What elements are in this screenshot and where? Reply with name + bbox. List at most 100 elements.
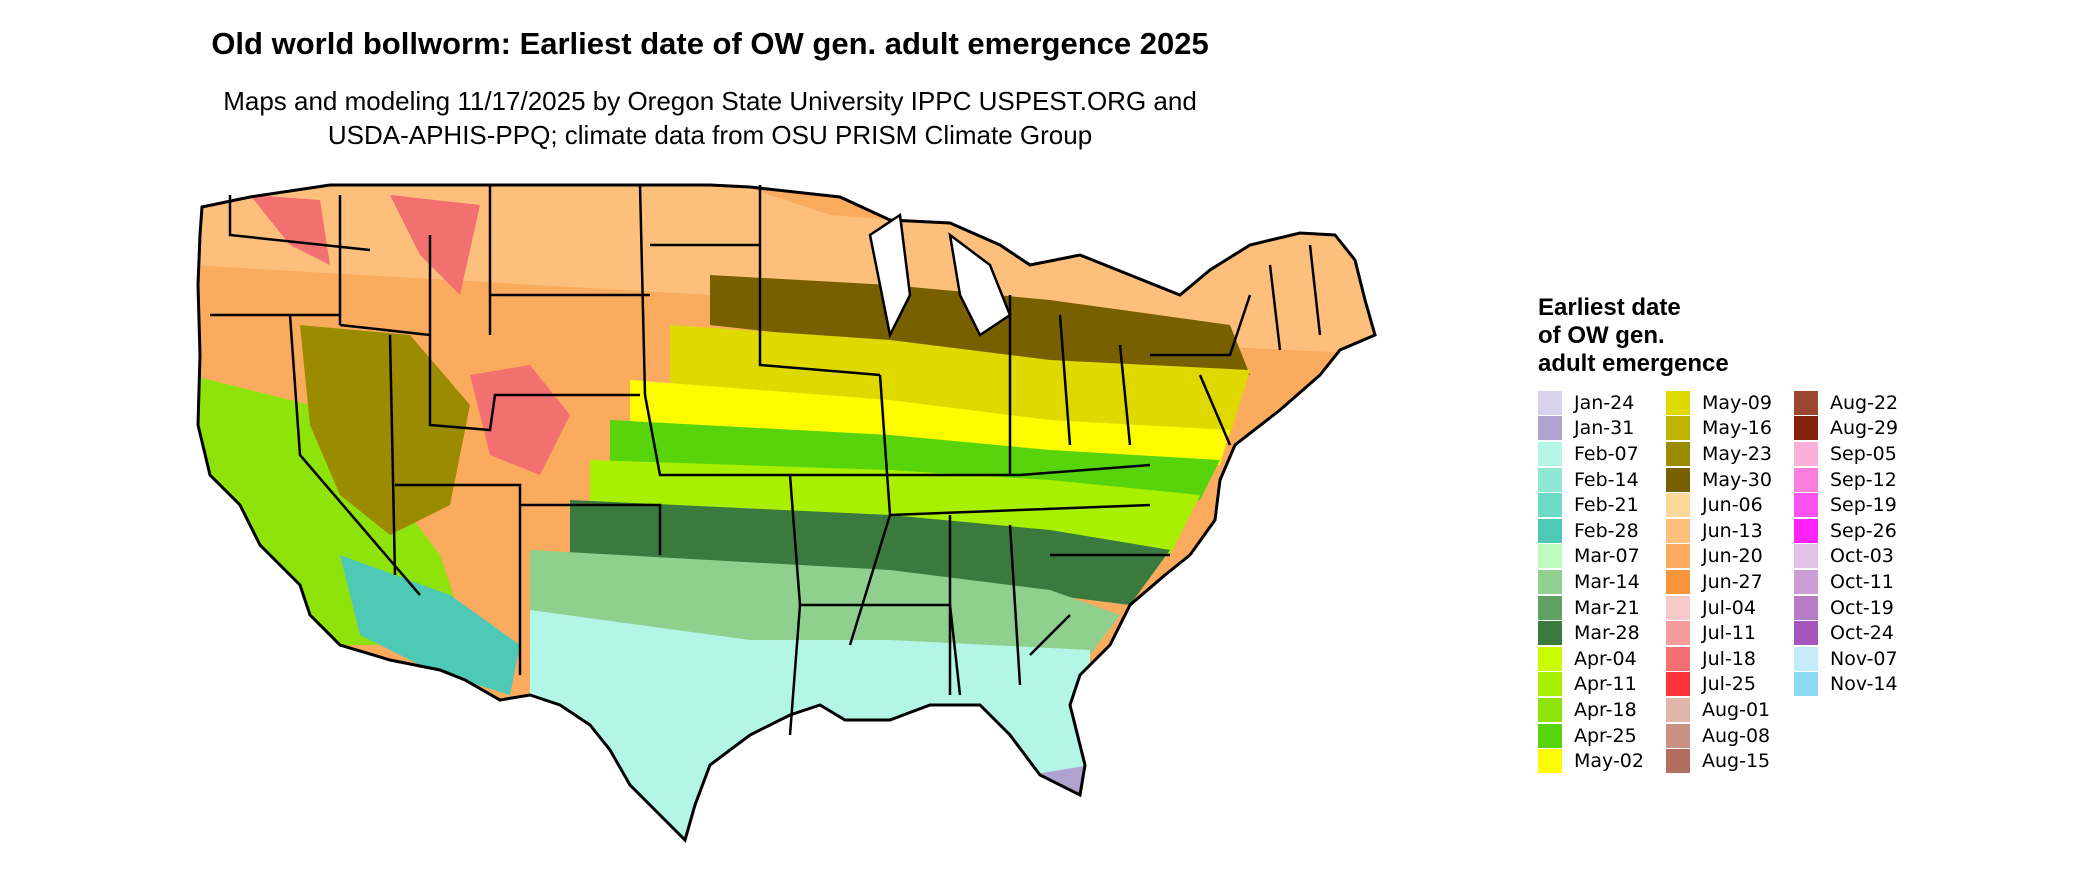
legend-item: Jun-13 (1666, 518, 1794, 544)
state-borders (210, 184, 1322, 736)
legend-swatch (1794, 621, 1818, 646)
legend-label: Apr-25 (1574, 724, 1637, 747)
zone-mountains-rockies (390, 195, 480, 295)
legend-title: Earliest date of OW gen. adult emergence (1538, 294, 2008, 378)
legend-item: Apr-04 (1538, 646, 1666, 672)
map-svg (196, 183, 1377, 842)
legend-item: May-16 (1666, 416, 1794, 442)
legend-label: Jun-27 (1702, 570, 1763, 593)
legend-item: May-09 (1666, 390, 1794, 416)
legend-item: Sep-19 (1794, 492, 1922, 518)
legend-label: Aug-08 (1702, 724, 1771, 747)
legend-item: May-30 (1666, 467, 1794, 493)
legend-item: Mar-28 (1538, 620, 1666, 646)
legend-swatch (1666, 595, 1690, 620)
legend-item: Aug-08 (1666, 723, 1794, 749)
legend-swatch (1666, 416, 1690, 441)
legend-label: Sep-05 (1830, 442, 1897, 465)
legend-swatch (1666, 544, 1690, 569)
legend-swatch (1794, 518, 1818, 543)
legend-swatch (1538, 723, 1562, 748)
legend-item: Jul-11 (1666, 620, 1794, 646)
legend-swatch (1666, 493, 1690, 518)
legend-swatch (1538, 441, 1562, 466)
legend-label: Nov-14 (1830, 673, 1898, 696)
legend-label: May-09 (1702, 391, 1772, 414)
legend-swatch (1666, 723, 1690, 748)
legend-label: Feb-28 (1574, 519, 1639, 542)
legend-label: Feb-14 (1574, 468, 1639, 491)
legend-item: Oct-11 (1794, 569, 1922, 595)
legend-item: Apr-11 (1538, 672, 1666, 698)
legend-item: Sep-05 (1794, 441, 1922, 467)
legend-label: Oct-11 (1830, 570, 1894, 593)
legend-swatch (1666, 518, 1690, 543)
emergence-zones (198, 185, 1375, 840)
legend-label: Nov-07 (1830, 647, 1898, 670)
legend-item: Jul-18 (1666, 646, 1794, 672)
map-title: Old world bollworm: Earliest date of OW … (211, 26, 1209, 61)
legend-item: Jul-25 (1666, 672, 1794, 698)
legend-swatch (1794, 441, 1818, 466)
legend-item: Oct-24 (1794, 620, 1922, 646)
legend-label: Jul-25 (1702, 673, 1756, 696)
legend: Earliest date of OW gen. adult emergence… (1538, 294, 2008, 774)
legend-swatch (1794, 390, 1818, 415)
legend-label: May-23 (1702, 442, 1772, 465)
legend-label: Jun-06 (1702, 494, 1763, 517)
zone-southwest (340, 555, 520, 695)
legend-columns: Jan-24 Jan-31 Feb-07 Feb-14 Feb-21 Feb-28 Mar-… (1538, 390, 2008, 774)
legend-label: Apr-18 (1574, 698, 1637, 721)
legend-item: Feb-28 (1538, 518, 1666, 544)
legend-title-line-1: Earliest date (1538, 294, 1681, 321)
legend-label: Jun-20 (1702, 545, 1763, 568)
legend-swatch (1794, 544, 1818, 569)
great-lakes (868, 212, 1012, 339)
zone-south (530, 550, 1120, 655)
legend-item: Aug-29 (1794, 416, 1922, 442)
legend-item: Jul-04 (1666, 595, 1794, 621)
legend-item: Feb-14 (1538, 467, 1666, 493)
zone-great-basin (300, 325, 470, 535)
legend-column: Aug-22 Aug-29 Sep-05 Sep-12 Sep-19 Sep-26 Oct-… (1794, 390, 1922, 774)
legend-item: Aug-01 (1666, 697, 1794, 723)
legend-label: Apr-04 (1574, 647, 1637, 670)
legend-swatch (1538, 467, 1562, 492)
legend-swatch (1794, 595, 1818, 620)
legend-swatch (1666, 697, 1690, 722)
zone-corn-belt (670, 325, 1250, 435)
legend-label: May-30 (1702, 468, 1772, 491)
legend-label: Mar-07 (1574, 545, 1640, 568)
legend-item: Oct-19 (1794, 595, 1922, 621)
legend-label: Jun-13 (1702, 519, 1763, 542)
zone-midband (610, 420, 1220, 500)
legend-label: Jul-18 (1702, 647, 1756, 670)
zone-central (630, 380, 1230, 465)
us-emergence-map (190, 175, 1520, 890)
legend-swatch (1794, 467, 1818, 492)
legend-label: Mar-21 (1574, 596, 1640, 619)
legend-swatch (1538, 390, 1562, 415)
legend-item: Aug-15 (1666, 748, 1794, 774)
legend-swatch (1666, 646, 1690, 671)
legend-swatch (1666, 467, 1690, 492)
legend-swatch (1666, 749, 1690, 774)
legend-label: May-02 (1574, 750, 1644, 773)
legend-swatch (1666, 390, 1690, 415)
legend-label: Apr-11 (1574, 673, 1637, 696)
legend-item: May-23 (1666, 441, 1794, 467)
legend-swatch (1538, 569, 1562, 594)
legend-swatch (1538, 646, 1562, 671)
legend-label: Oct-19 (1830, 596, 1894, 619)
legend-item: Jun-27 (1666, 569, 1794, 595)
legend-swatch (1794, 569, 1818, 594)
legend-label: Aug-22 (1830, 391, 1899, 414)
zone-mountains-co (470, 365, 570, 475)
legend-swatch (1538, 595, 1562, 620)
legend-column: Jan-24 Jan-31 Feb-07 Feb-14 Feb-21 Feb-28 Mar-… (1538, 390, 1666, 774)
legend-label: Mar-14 (1574, 570, 1640, 593)
legend-item: Aug-22 (1794, 390, 1922, 416)
legend-label: Sep-12 (1830, 468, 1897, 491)
legend-item: Sep-12 (1794, 467, 1922, 493)
legend-item: Apr-18 (1538, 697, 1666, 723)
